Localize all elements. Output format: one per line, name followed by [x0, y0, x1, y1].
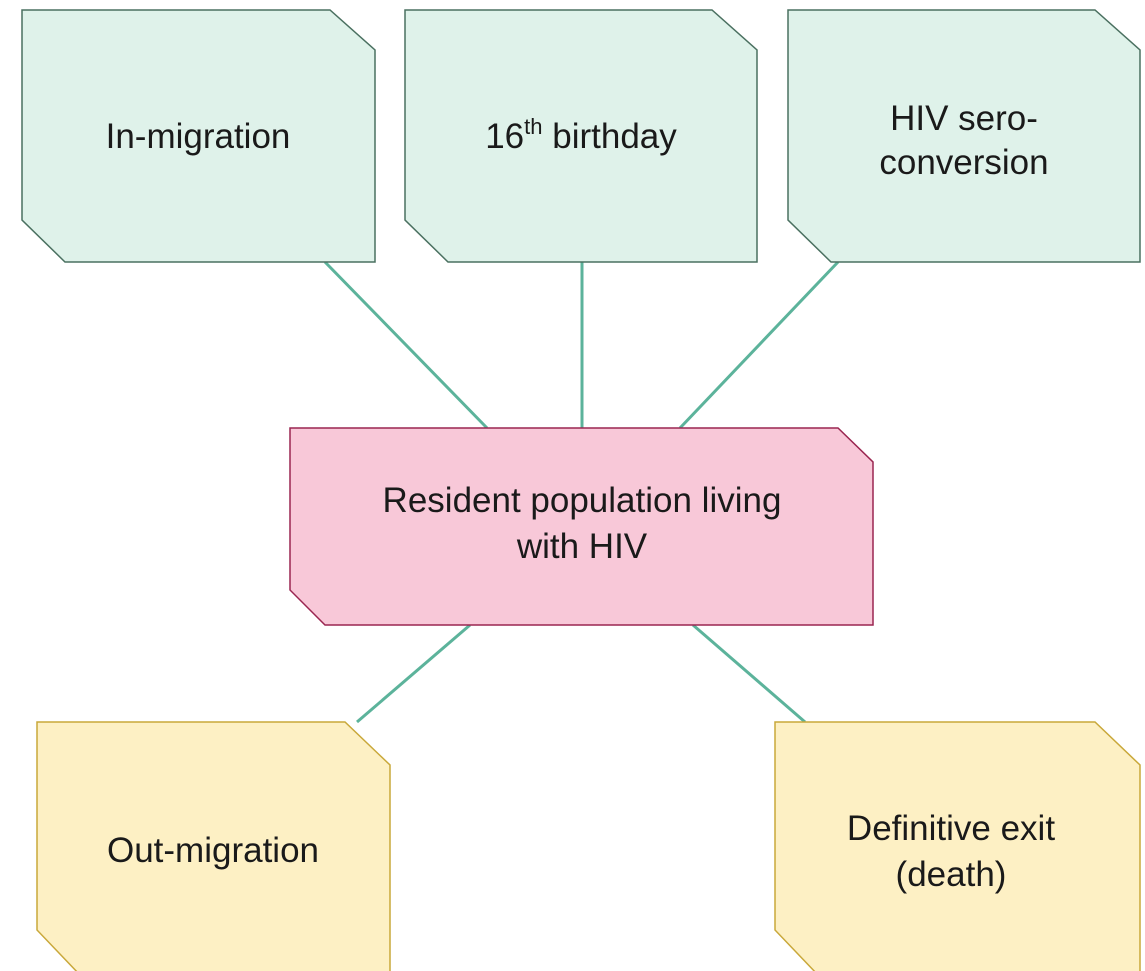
node-box [36, 721, 391, 971]
connector [356, 623, 471, 724]
node-label: HIV sero- [890, 99, 1038, 138]
node-box [787, 9, 1141, 263]
node-box [289, 427, 874, 626]
node-label: Definitive exit [847, 809, 1055, 848]
label-part: birthday [543, 117, 678, 156]
connector [692, 623, 806, 724]
node-label: conversion [879, 143, 1048, 182]
node-label: In-migration [106, 117, 291, 156]
label-sup: th [524, 114, 542, 139]
node-label: with HIV [516, 527, 648, 566]
node-label: 16th birthday [485, 114, 677, 156]
label-part: 16 [485, 117, 524, 156]
node-label: (death) [896, 855, 1007, 894]
connector [323, 260, 489, 430]
connector [678, 260, 840, 430]
node-box [774, 721, 1141, 971]
node-label: Resident population living [383, 481, 782, 520]
node-label: Out-migration [107, 831, 319, 870]
node-box [404, 9, 758, 263]
node-box [21, 9, 376, 263]
